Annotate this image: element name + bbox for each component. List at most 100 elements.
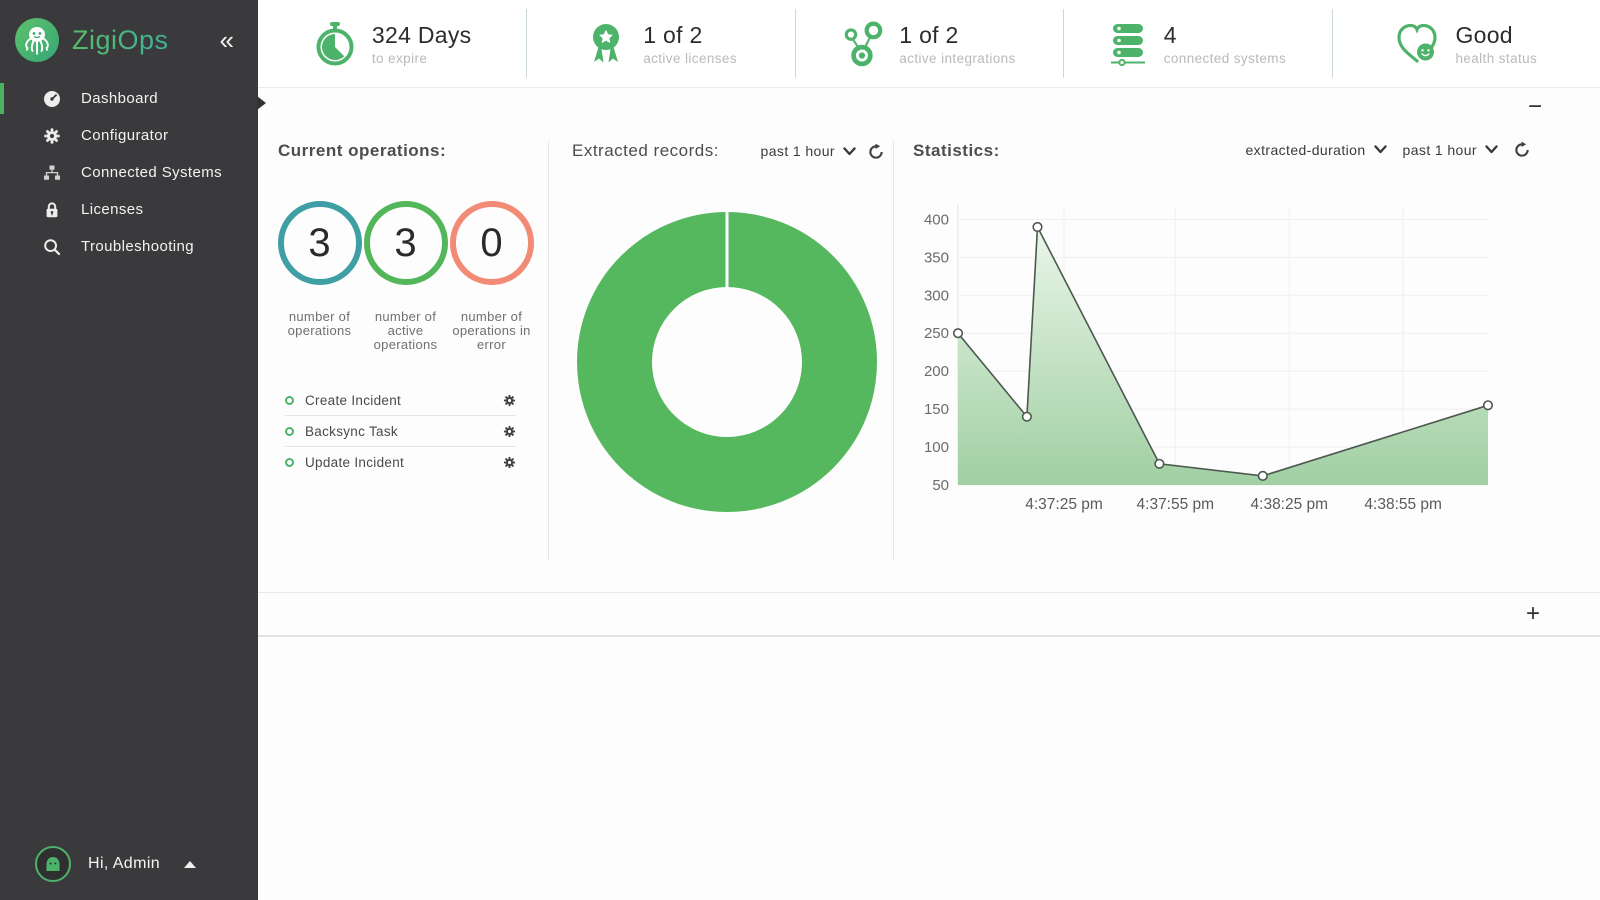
sidebar: ZigiOps « Dashboard [0,0,258,900]
counter-number-of-operations: 3 [277,201,362,285]
stat-value: Good [1455,21,1513,48]
server-stack-icon [1109,21,1149,67]
dashboard-content: − Current operations: 3 3 0 number of op… [258,89,1600,900]
stat-active-integrations: 1 of 2 active integrations [794,0,1063,87]
chevron-down-icon [843,146,856,156]
counter-label: number of operations in error [452,309,531,353]
sidebar-item-label: Troubleshooting [81,238,195,255]
stat-active-licenses: 1 of 2 active licenses [526,0,794,87]
stat-connected-systems: 4 connected systems [1063,0,1331,87]
metric-dropdown[interactable]: extracted-duration [1246,142,1387,158]
svg-text:400: 400 [924,211,949,228]
operation-counters: 3 3 0 [277,201,534,285]
extracted-records-header: Extracted records: past 1 hour [572,141,884,161]
award-icon [584,21,628,67]
extracted-records-donut-chart [577,212,877,512]
svg-text:200: 200 [924,363,949,380]
svg-text:300: 300 [924,287,949,304]
svg-text:250: 250 [924,325,949,342]
operation-status-icon [285,458,294,467]
sidebar-item-connected-systems[interactable]: Connected Systems [0,154,258,191]
gear-icon [43,127,61,145]
operation-row[interactable]: Backsync Task [285,416,516,447]
refresh-icon[interactable] [1514,141,1530,158]
current-operations-title: Current operations: [278,141,447,160]
counter-labels: number of operations number of active op… [277,309,534,353]
statistics-range-dropdown[interactable]: past 1 hour [1403,142,1498,158]
sidebar-item-configurator[interactable]: Configurator [0,117,258,154]
counter-operations-in-error: 0 [449,201,534,285]
panel-divider [893,141,894,560]
brand-name: ZigiOps [72,24,169,55]
gauge-icon [43,90,61,108]
sidebar-collapse-button[interactable]: « [219,25,234,55]
operation-settings-gear-icon[interactable] [503,425,516,438]
add-widget-button[interactable]: + [1525,600,1540,627]
sidebar-item-label: Configurator [81,127,169,144]
sidebar-item-licenses[interactable]: Licenses [0,191,258,228]
sidebar-item-troubleshooting[interactable]: Troubleshooting [0,228,258,265]
stat-value: 1 of 2 [899,21,959,48]
svg-text:350: 350 [924,249,949,266]
stat-label: active integrations [899,50,1016,66]
stat-value: 1 of 2 [643,21,703,48]
stat-label: to expire [371,50,428,66]
active-indicator [0,83,4,114]
counter-active-operations: 3 [363,201,448,285]
stat-days-to-expire: 324 Days to expire [258,0,526,87]
svg-text:4:37:55 pm: 4:37:55 pm [1137,496,1215,513]
user-greeting: Hi, Admin [88,855,161,872]
extracted-records-title: Extracted records: [572,141,719,160]
svg-text:50: 50 [932,477,949,494]
operation-name: Update Incident [305,455,405,470]
svg-text:100: 100 [924,439,949,456]
heart-smiley-icon [1394,21,1440,67]
sidebar-item-label: Licenses [81,201,144,218]
user-avatar-icon [35,846,71,882]
sidebar-nav: Dashboard Configurator [0,80,258,265]
svg-text:4:37:25 pm: 4:37:25 pm [1025,496,1103,513]
search-icon [43,238,61,256]
refresh-icon[interactable] [868,143,884,160]
sitemap-icon [43,164,61,182]
stopwatch-icon [313,21,357,67]
range-label: past 1 hour [1402,141,1477,158]
sidebar-item-label: Connected Systems [81,164,223,181]
counter-label: number of operations [287,309,352,339]
counter-label: number of active operations [373,309,438,353]
svg-text:4:38:25 pm: 4:38:25 pm [1251,496,1329,513]
sidebar-item-dashboard[interactable]: Dashboard [0,80,258,117]
integration-nodes-icon [842,21,884,67]
metric-label: extracted-duration [1245,141,1366,158]
user-menu[interactable]: Hi, Admin [0,846,258,882]
lock-icon [43,201,61,219]
operation-status-icon [285,426,294,436]
statistics-chart: 50 100 150 200 250 300 350 400 4:37:25 pm 4:37:55… [908,200,1500,520]
chevron-down-icon [1485,145,1498,154]
stat-label: connected systems [1163,50,1287,66]
stat-value: 324 Days [371,21,472,48]
chevron-down-icon [1373,145,1387,154]
counter-circle: 0 [449,201,534,285]
logo-row: ZigiOps « [0,0,258,63]
operation-settings-gear-icon[interactable] [503,456,516,469]
active-item-arrow-icon [257,96,266,110]
svg-text:4:38:55 pm: 4:38:55 pm [1364,496,1442,513]
operation-settings-gear-icon[interactable] [503,394,516,407]
counter-circle: 3 [363,201,448,285]
sidebar-item-label: Dashboard [81,90,158,107]
panel-minimize-button[interactable]: − [1527,93,1542,120]
stat-label: active licenses [643,50,737,66]
operation-row[interactable]: Update Incident [285,447,516,478]
statistics-title: Statistics: [913,141,1000,160]
statistics-controls: extracted-duration past 1 hour [1246,141,1531,158]
topbar-stats: 324 Days to expire 1 of 2 active license… [258,0,1600,88]
operation-row[interactable]: Create Incident [285,385,516,416]
caret-up-icon[interactable] [184,860,197,868]
range-label: past 1 hour [760,143,835,159]
stat-health-status: Good health status [1331,0,1600,87]
operation-status-icon [285,395,294,405]
counter-circle: 3 [277,201,362,285]
svg-text:150: 150 [924,401,949,418]
extracted-range-dropdown[interactable]: past 1 hour [761,143,856,159]
